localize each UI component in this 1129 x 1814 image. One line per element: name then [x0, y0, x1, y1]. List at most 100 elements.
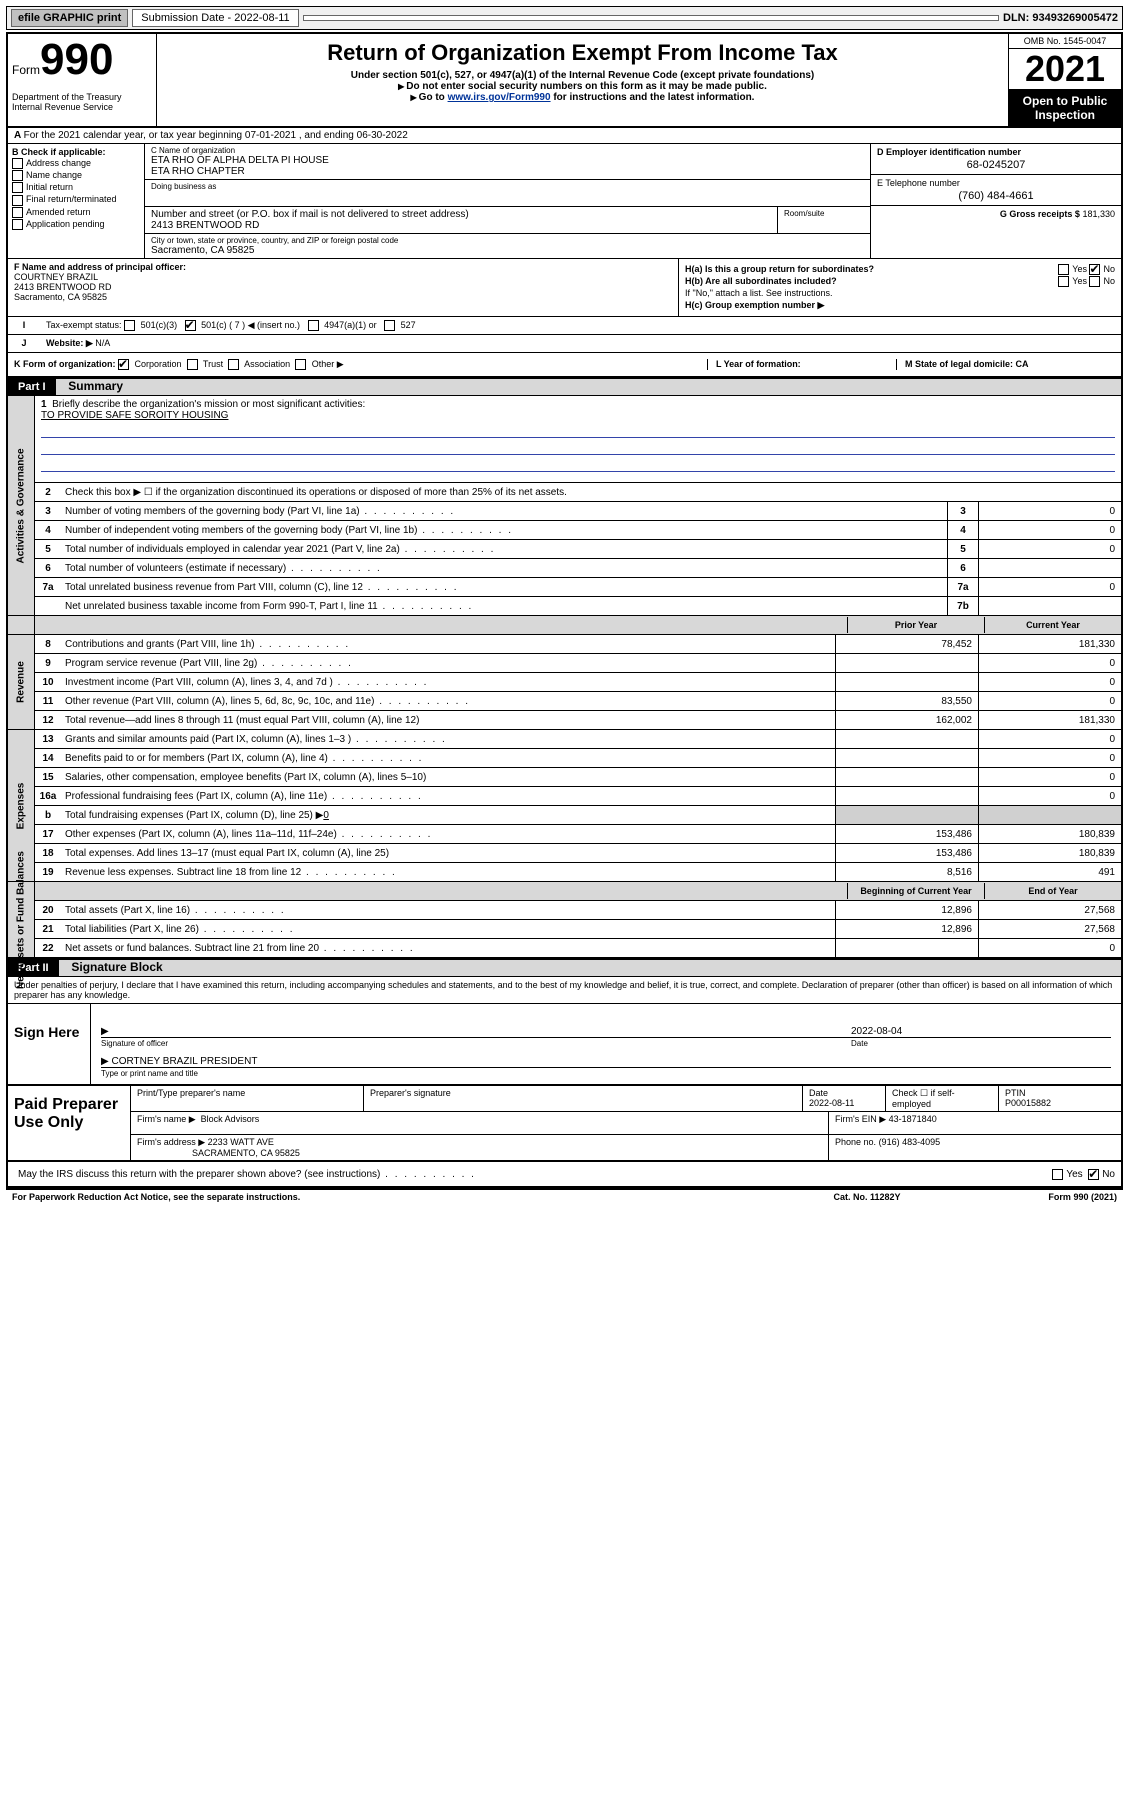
line7b-val — [978, 597, 1121, 615]
chk-application[interactable] — [12, 219, 23, 230]
chk-501c[interactable] — [185, 320, 196, 331]
subtitle-2: Do not enter social security numbers on … — [163, 81, 1002, 92]
line17-curr: 180,839 — [978, 825, 1121, 843]
line9-prior — [835, 654, 978, 672]
street-value: 2413 BRENTWOOD RD — [151, 220, 771, 231]
chk-address[interactable] — [12, 158, 23, 169]
chk-hb-yes[interactable] — [1058, 276, 1069, 287]
chk-trust[interactable] — [187, 359, 198, 370]
chk-name[interactable] — [12, 170, 23, 181]
chk-final[interactable] — [12, 195, 23, 206]
part1-badge: Part I — [8, 379, 56, 395]
line13-prior — [835, 730, 978, 748]
current-year-hdr: Current Year — [984, 617, 1121, 633]
year-formation-label: L Year of formation: — [716, 359, 801, 369]
line17-prior: 153,486 — [835, 825, 978, 843]
line14-prior — [835, 749, 978, 767]
block-f: F Name and address of principal officer:… — [8, 259, 679, 316]
paid-preparer-label: Paid Preparer Use Only — [8, 1086, 131, 1160]
line20-desc: Total assets (Part X, line 16) — [61, 903, 835, 918]
chk-assoc[interactable] — [228, 359, 239, 370]
dba-label: Doing business as — [151, 182, 864, 191]
irs-link[interactable]: www.irs.gov/Form990 — [448, 92, 551, 103]
ein-label: D Employer identification number — [877, 147, 1115, 157]
tel-value: (760) 484-4661 — [877, 190, 1115, 202]
form-ref: Form 990 (2021) — [967, 1192, 1117, 1202]
form-title-block: Return of Organization Exempt From Incom… — [157, 34, 1009, 126]
chk-hb-no[interactable] — [1089, 276, 1100, 287]
hc-label: H(c) Group exemption number ▶ — [685, 300, 824, 310]
city-label: City or town, state or province, country… — [151, 236, 864, 245]
line18-curr: 180,839 — [978, 844, 1121, 862]
firm-addr2: SACRAMENTO, CA 95825 — [192, 1148, 300, 1158]
end-year-hdr: End of Year — [984, 883, 1121, 899]
chk-amended[interactable] — [12, 207, 23, 218]
page-footer: For Paperwork Reduction Act Notice, see … — [6, 1190, 1123, 1204]
submission-date: Submission Date - 2022-08-11 — [132, 9, 298, 27]
efile-button[interactable]: efile GRAPHIC print — [11, 9, 128, 27]
side-net: Net Assets or Fund Balances — [8, 882, 35, 957]
block-c: C Name of organization ETA RHO OF ALPHA … — [145, 144, 870, 258]
line7a-val: 0 — [978, 578, 1121, 596]
line8-desc: Contributions and grants (Part VIII, lin… — [61, 637, 835, 652]
line13-desc: Grants and similar amounts paid (Part IX… — [61, 732, 835, 747]
q2-text: Check this box ▶ ☐ if the organization d… — [61, 485, 1121, 500]
chk-initial[interactable] — [12, 182, 23, 193]
line22-desc: Net assets or fund balances. Subtract li… — [61, 941, 835, 956]
form-header: Form990 Department of the Treasury Inter… — [8, 34, 1121, 128]
chk-discuss-no[interactable] — [1088, 1169, 1099, 1180]
side-revenue: Revenue — [8, 635, 35, 729]
officer-label: F Name and address of principal officer: — [14, 262, 672, 272]
chk-527[interactable] — [384, 320, 395, 331]
mission-text: TO PROVIDE SAFE SOROITY HOUSING — [41, 410, 228, 421]
self-emp-check: Check ☐ if self-employed — [886, 1086, 999, 1111]
chk-ha-no[interactable] — [1089, 264, 1100, 275]
name-title-label: Type or print name and title — [101, 1069, 1111, 1078]
blank-field — [303, 15, 999, 21]
net-assets-section: Net Assets or Fund Balances Beginning of… — [8, 882, 1121, 959]
chk-other[interactable] — [295, 359, 306, 370]
side-governance: Activities & Governance — [8, 396, 35, 615]
hb-note: If "No," attach a list. See instructions… — [685, 288, 1115, 298]
row-k-l-m: K Form of organization: Corporation Trus… — [8, 353, 1121, 378]
firm-phone: (916) 483-4095 — [879, 1137, 941, 1147]
line15-desc: Salaries, other compensation, employee b… — [61, 770, 835, 785]
prep-name-label: Print/Type preparer's name — [131, 1086, 364, 1111]
chk-4947[interactable] — [308, 320, 319, 331]
part2-title: Signature Block — [61, 960, 162, 974]
line12-desc: Total revenue—add lines 8 through 11 (mu… — [61, 713, 835, 728]
line8-prior: 78,452 — [835, 635, 978, 653]
governance-section: Activities & Governance 1 Briefly descri… — [8, 396, 1121, 616]
b-label: B Check if applicable: — [12, 147, 140, 157]
street-label: Number and street (or P.O. box if mail i… — [151, 209, 771, 220]
line10-prior — [835, 673, 978, 691]
paid-preparer-block: Paid Preparer Use Only Print/Type prepar… — [8, 1086, 1121, 1162]
line16b-desc: Total fundraising expenses (Part IX, col… — [61, 808, 835, 823]
chk-501c3[interactable] — [124, 320, 135, 331]
block-h: H(a) Is this a group return for subordin… — [679, 259, 1121, 316]
city-value: Sacramento, CA 95825 — [151, 245, 864, 256]
block-b: B Check if applicable: Address change Na… — [8, 144, 145, 258]
header-right-block: OMB No. 1545-0047 2021 Open to Public In… — [1009, 34, 1121, 126]
line10-desc: Investment income (Part VIII, column (A)… — [61, 675, 835, 690]
row-i: I Tax-exempt status: 501(c)(3) 501(c) ( … — [8, 317, 1121, 335]
top-toolbar: efile GRAPHIC print Submission Date - 20… — [6, 6, 1123, 30]
sign-date: 2022-08-04 — [851, 1026, 1111, 1037]
row-j: J Website: ▶ N/A — [8, 335, 1121, 353]
chk-discuss-yes[interactable] — [1052, 1169, 1063, 1180]
gross-label: G Gross receipts $ — [1000, 209, 1080, 219]
expenses-section: Expenses 13Grants and similar amounts pa… — [8, 730, 1121, 882]
line10-curr: 0 — [978, 673, 1121, 691]
line16b-curr — [978, 806, 1121, 824]
line4-desc: Number of independent voting members of … — [61, 523, 947, 538]
form-container: Form990 Department of the Treasury Inter… — [6, 32, 1123, 1190]
chk-ha-yes[interactable] — [1058, 264, 1069, 275]
section-b-through-g: B Check if applicable: Address change Na… — [8, 144, 1121, 259]
line16a-prior — [835, 787, 978, 805]
line15-curr: 0 — [978, 768, 1121, 786]
line21-end: 27,568 — [978, 920, 1121, 938]
sign-here-block: Sign Here ▶ 2022-08-04 Signature of offi… — [8, 1004, 1121, 1086]
line16b-prior — [835, 806, 978, 824]
chk-corp[interactable] — [118, 359, 129, 370]
form-number-block: Form990 Department of the Treasury Inter… — [8, 34, 157, 126]
